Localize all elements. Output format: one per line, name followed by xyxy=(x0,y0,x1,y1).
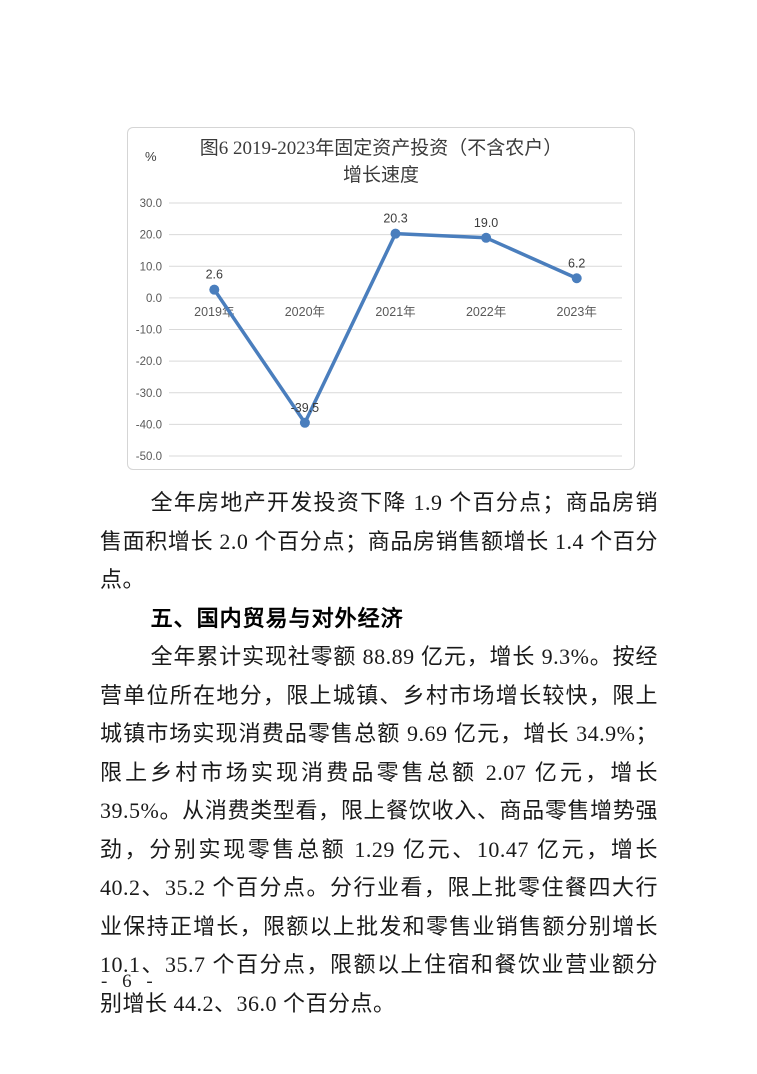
data-label: -39.5 xyxy=(291,401,320,415)
y-tick-label: -20.0 xyxy=(136,356,162,368)
y-tick-label: 10.0 xyxy=(140,261,162,273)
data-line xyxy=(212,231,579,425)
y-tick-label: -40.0 xyxy=(136,419,162,431)
data-point xyxy=(571,273,582,284)
chart-title-line2: 增长速度 xyxy=(342,165,419,186)
y-tick-label: 0.0 xyxy=(146,293,162,305)
data-label: 2.6 xyxy=(206,268,223,282)
paragraph-real-estate: 全年房地产开发投资下降 1.9 个百分点；商品房销售面积增长 2.0 个百分点；… xyxy=(100,490,658,592)
x-tick-label: 2021年 xyxy=(375,305,415,319)
chart-title-line1: 图6 2019-2023年固定资产投资（不含农户） xyxy=(199,138,563,159)
data-point xyxy=(481,232,492,243)
section-heading: 五、国内贸易与对外经济 xyxy=(150,605,404,631)
chart-title: 图6 2019-2023年固定资产投资（不含农户） 增长速度 xyxy=(128,135,634,189)
data-point xyxy=(390,228,401,239)
y-tick-label: -10.0 xyxy=(136,325,162,337)
data-label: 19.0 xyxy=(474,216,498,230)
x-tick-label: 2022年 xyxy=(466,305,506,319)
data-label: 6.2 xyxy=(568,256,585,270)
x-tick-label: 2019年 xyxy=(194,305,234,319)
y-tick-label: 20.0 xyxy=(140,230,162,242)
data-point xyxy=(209,284,220,295)
page-number: - 6 - xyxy=(101,971,158,992)
y-tick-label: -50.0 xyxy=(136,451,162,463)
y-tick-label: -30.0 xyxy=(136,388,162,400)
line-chart-plot: 30.0 20.0 10.0 0.0 -10.0 -20.0 -30.0 -40.0 -50.0… xyxy=(136,198,622,463)
figure6-chart: % 图6 2019-2023年固定资产投资（不含农户） 增长速度 30.0 20.… xyxy=(127,127,635,470)
chart-unit-label: % xyxy=(145,149,157,164)
x-tick-label: 2020年 xyxy=(285,305,325,319)
x-tick-label: 2023年 xyxy=(557,305,597,319)
paragraph-domestic-trade: 全年累计实现社零额 88.89 亿元，增长 9.3%。按经营单位所在地分，限上城… xyxy=(100,644,658,1016)
document-body: 全年房地产开发投资下降 1.9 个百分点；商品房销售面积增长 2.0 个百分点；… xyxy=(100,484,658,1023)
data-label: 20.3 xyxy=(383,212,407,226)
y-tick-label: 30.0 xyxy=(140,198,162,210)
data-point xyxy=(299,417,310,428)
